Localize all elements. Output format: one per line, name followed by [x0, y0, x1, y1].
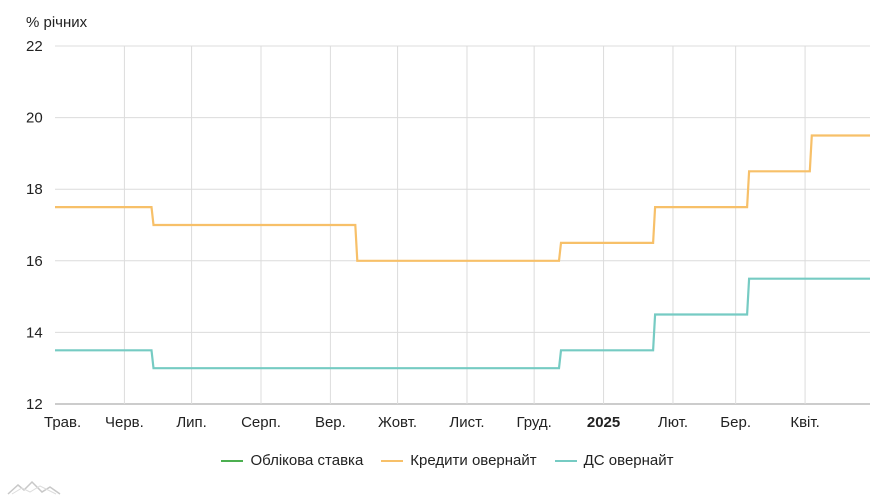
y-tick-label: 22: [26, 38, 43, 55]
legend-label-overnight-deposits: ДС овернайт: [583, 452, 674, 469]
x-tick-label: Лист.: [449, 414, 484, 431]
x-tick-label: Серп.: [241, 414, 281, 431]
series-lines: [55, 134, 870, 370]
legend-swatch-overnight-loans: [381, 459, 404, 462]
y-tick-label: 12: [26, 396, 43, 413]
x-tick-label: Вер.: [315, 414, 346, 431]
y-tick-label: 14: [26, 324, 43, 341]
legend-item-policy-rate[interactable]: Облікова ставка: [217, 452, 363, 469]
y-tick-label: 18: [26, 181, 43, 198]
legend-item-overnight-loans[interactable]: Кредити овернайт: [377, 452, 537, 469]
x-tick-label: 2025: [587, 414, 620, 431]
y-tick-label: 16: [26, 253, 43, 270]
x-tick-label: Лют.: [658, 414, 688, 431]
legend-swatch-policy-rate: [221, 459, 244, 462]
x-tick-label: Жовт.: [378, 414, 417, 431]
x-tick-label: Лип.: [176, 414, 207, 431]
x-tick-label: Трав.: [44, 414, 81, 431]
y-tick-label: 20: [26, 110, 43, 127]
legend-label-overnight-loans: Кредити овернайт: [410, 452, 537, 469]
x-tick-label: Бер.: [720, 414, 751, 431]
legend: Облікова ставка Кредити овернайт ДС овер…: [0, 452, 891, 469]
x-tick-label: Черв.: [105, 414, 144, 431]
y-tick-labels: 12 14 16 18 20 22: [26, 38, 43, 413]
x-tick-label: Квіт.: [790, 414, 819, 431]
legend-label-policy-rate: Облікова ставка: [250, 452, 364, 469]
mountain-logo-icon: [7, 480, 61, 495]
y-axis-title: % річних: [26, 14, 88, 31]
x-tick-labels: Трав. Черв. Лип. Серп. Вер. Жовт. Лист. Груд. 20…: [44, 414, 820, 431]
legend-swatch-overnight-deposits: [554, 459, 577, 462]
legend-item-overnight-deposits[interactable]: ДС овернайт: [551, 452, 674, 469]
x-tick-label: Груд.: [516, 414, 551, 431]
x-gridlines: [123, 46, 806, 404]
series-line: [55, 134, 870, 262]
series-line: [55, 277, 870, 370]
